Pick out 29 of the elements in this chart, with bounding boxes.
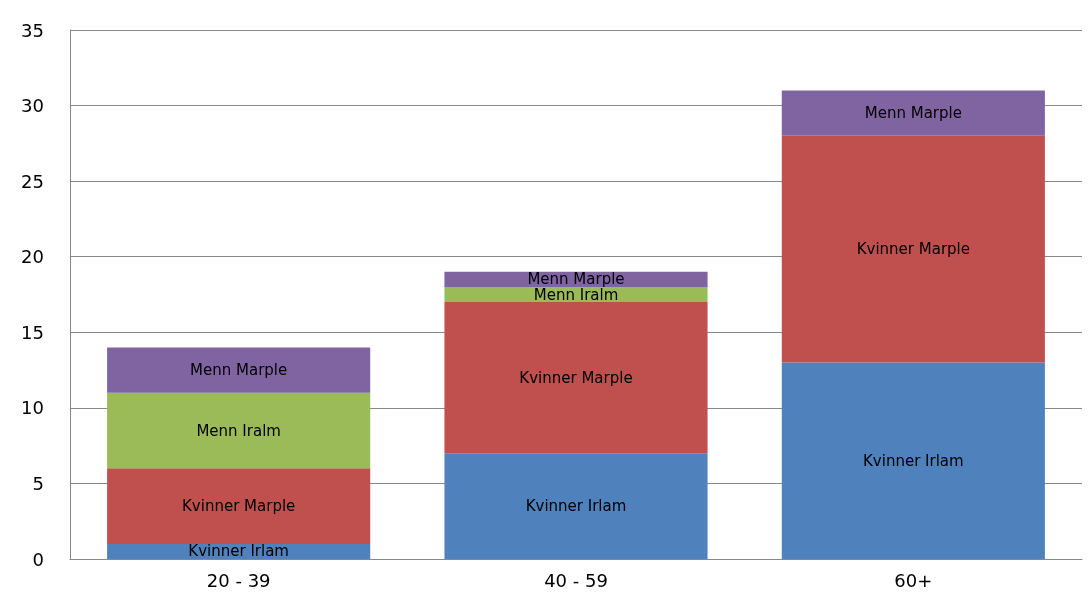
bar (444, 302, 708, 454)
y-tick-label: 15 (21, 321, 44, 343)
bar (781, 135, 1045, 363)
text: Menn Marple (864, 104, 962, 123)
text: Kvinner Irlam (863, 451, 964, 470)
text: Menn Marple (190, 361, 288, 380)
text: Kvinner Marple (519, 368, 633, 387)
series-label: Menn Marple (527, 270, 625, 289)
bar (781, 362, 1045, 559)
y-tick-label: 30 (21, 95, 44, 117)
bar (781, 90, 1045, 136)
series-label: Kvinner Irlam (188, 542, 289, 561)
series-label: Kvinner Marple (182, 497, 296, 516)
bar (107, 392, 371, 469)
bar (107, 468, 371, 544)
y-tick-label: 20 (21, 246, 44, 268)
y-tick-label: 25 (21, 170, 44, 192)
y-tick-label: 5 (32, 472, 44, 494)
y-tick-label: 10 (21, 397, 44, 419)
y-tick-label: 0 (32, 548, 44, 570)
x-tick-label: 20 - 39 (206, 569, 271, 591)
bar (444, 453, 708, 559)
bar (107, 347, 371, 393)
x-tick-label: 60+ (894, 569, 933, 591)
text: Menn Iralm (196, 421, 281, 440)
y-tick-label: 35 (21, 19, 44, 41)
text: Kvinner Irlam (525, 497, 627, 516)
x-tick-label: 40 - 59 (544, 569, 608, 591)
text: Kvinner Marple (856, 240, 970, 259)
